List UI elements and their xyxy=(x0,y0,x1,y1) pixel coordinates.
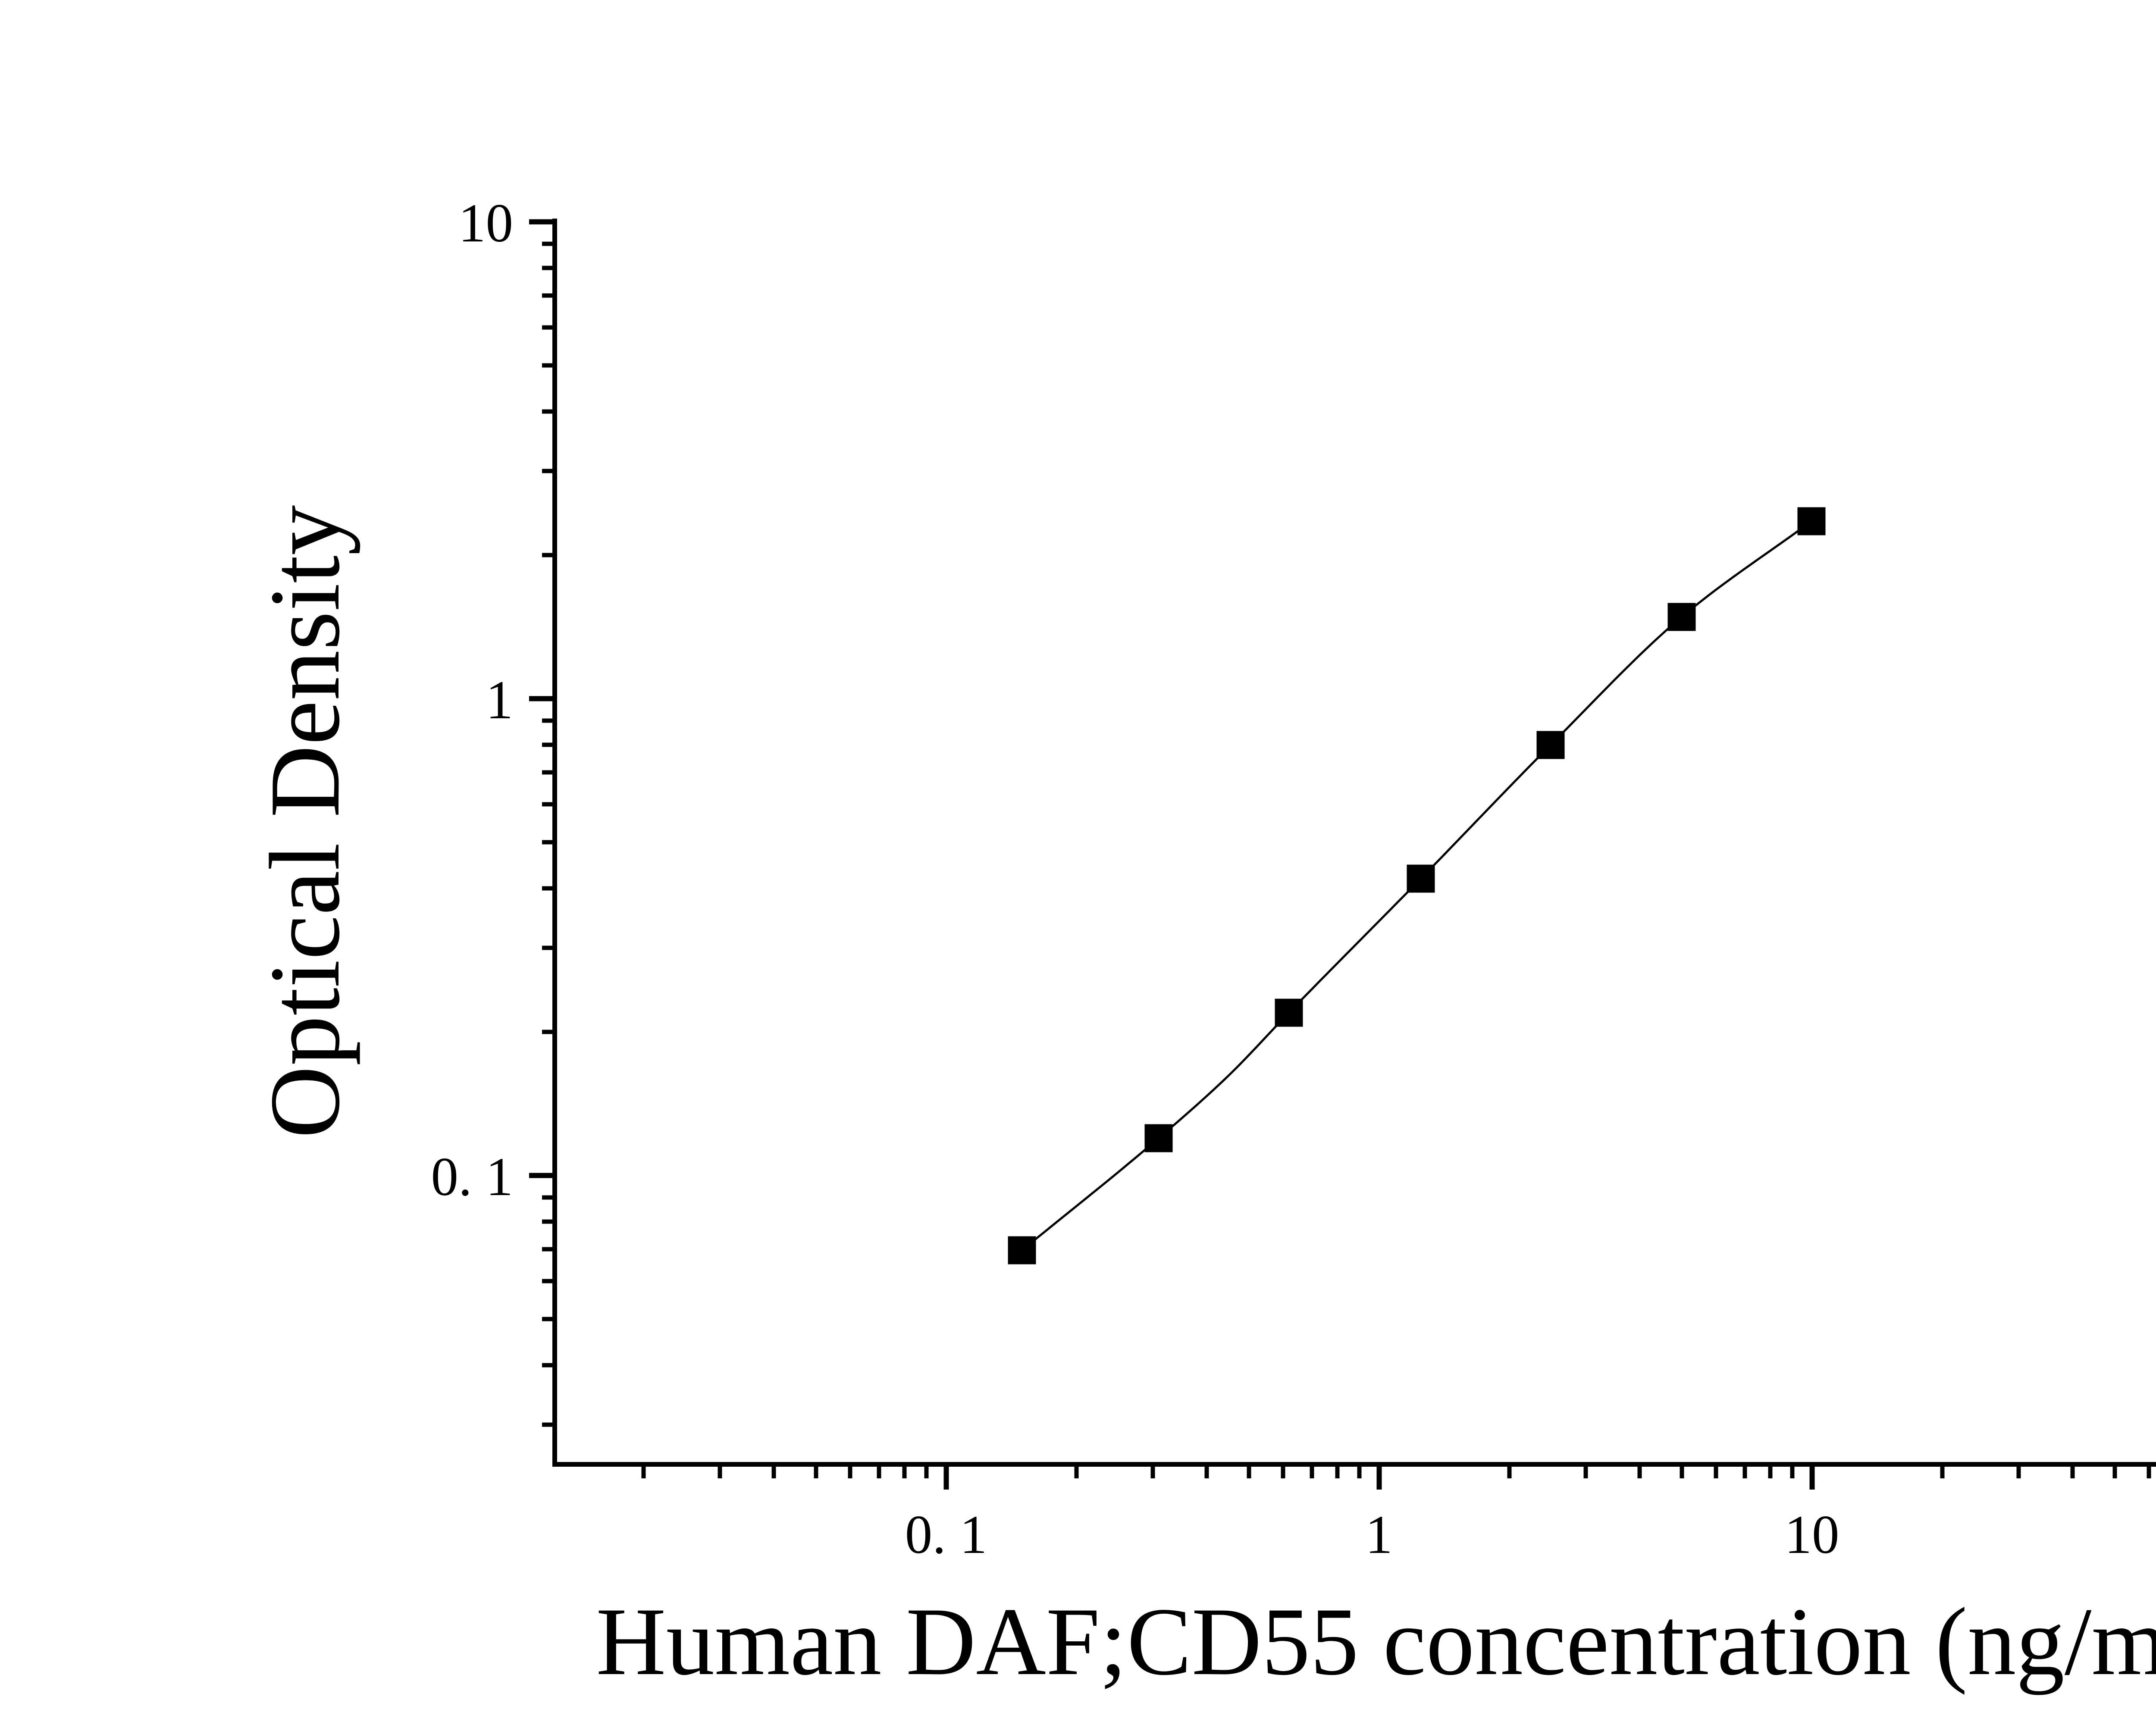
svg-text:Optical Density: Optical Density xyxy=(249,505,360,1139)
svg-text:10: 10 xyxy=(1785,1505,1839,1565)
svg-text:0. 1: 0. 1 xyxy=(905,1505,987,1565)
svg-text:10: 10 xyxy=(458,193,513,254)
svg-text:Human DAF;CD55 concentration (: Human DAF;CD55 concentration (ng/mL) xyxy=(596,1587,2156,1695)
svg-text:1: 1 xyxy=(1365,1505,1393,1565)
svg-text:0. 1: 0. 1 xyxy=(431,1147,514,1207)
svg-text:1: 1 xyxy=(486,670,514,730)
